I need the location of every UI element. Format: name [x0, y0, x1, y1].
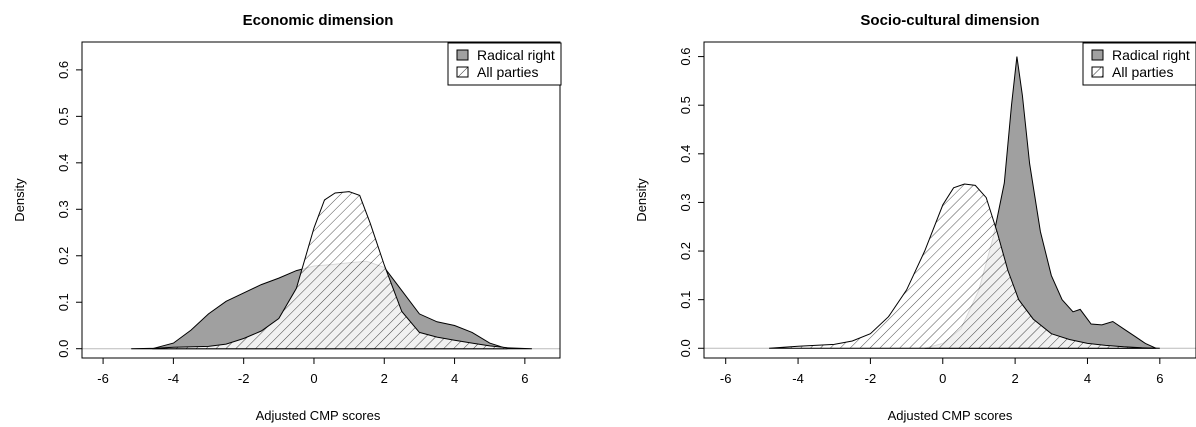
y-tick-label: 0.4: [678, 145, 693, 163]
y-axis-label: Density: [634, 178, 649, 222]
y-axis-label: Density: [12, 178, 27, 222]
y-tick-label: 0.6: [678, 48, 693, 66]
x-tick-label: -6: [720, 371, 732, 386]
y-tick-label: 0.2: [678, 242, 693, 260]
density-area-all-parties: [131, 191, 532, 350]
x-tick-label: 0: [310, 371, 317, 386]
legend-label: All parties: [1112, 64, 1173, 80]
y-tick-label: 0.6: [56, 61, 71, 79]
legend-swatch: [456, 49, 469, 61]
x-tick-label: 6: [1156, 371, 1163, 386]
chart-title: Economic dimension: [243, 12, 394, 29]
x-tick-label: -2: [865, 371, 877, 386]
y-tick-label: 0.0: [56, 340, 71, 358]
plot-frame: [703, 41, 1196, 359]
y-tick-label: 0.1: [56, 293, 71, 311]
y-tick-label: 0.5: [678, 96, 693, 114]
x-tick-label: 2: [1012, 371, 1019, 386]
x-tick-label: 4: [1084, 371, 1091, 386]
y-tick-label: 0.1: [678, 291, 693, 309]
chart-panel-1: Economic dimension -6 -4 -2 0 2 4 6 0.0 0.1 0.2 0.3…: [12, 12, 562, 423]
y-tick-label: 0.2: [56, 247, 71, 265]
x-axis-label: Adjusted CMP scores: [888, 408, 1013, 423]
legend-box: [447, 42, 562, 86]
y-tick-label: 0.4: [56, 154, 71, 172]
x-tick-label: 0: [939, 371, 946, 386]
density-area-all-parties: [769, 183, 1160, 349]
y-tick-label: 0.3: [56, 200, 71, 218]
chart-title: Socio-cultural dimension: [860, 12, 1039, 29]
x-tick-label: 4: [451, 371, 458, 386]
x-axis-label: Adjusted CMP scores: [256, 408, 381, 423]
legend-label: Radical right: [477, 47, 555, 63]
x-tick-label: 2: [381, 371, 388, 386]
y-tick-label: 0.0: [678, 339, 693, 357]
y-tick-label: 0.5: [56, 107, 71, 125]
legend-swatch: [456, 66, 469, 78]
x-tick-label: -4: [792, 371, 804, 386]
legend-swatch: [1091, 66, 1104, 78]
legend-label: All parties: [477, 64, 538, 80]
chart-panel-2: Socio-cultural dimension -6 -4 -2 0 2 4 6 0.0 0.1…: [634, 12, 1196, 423]
x-tick-label: -2: [238, 371, 250, 386]
plot-frame: [81, 41, 561, 359]
legend-label: Radical right: [1112, 47, 1190, 63]
x-tick-label: 6: [521, 371, 528, 386]
y-tick-label: 0.3: [678, 193, 693, 211]
x-tick-label: -4: [168, 371, 180, 386]
legend-swatch: [1091, 49, 1104, 61]
x-tick-label: -6: [97, 371, 109, 386]
